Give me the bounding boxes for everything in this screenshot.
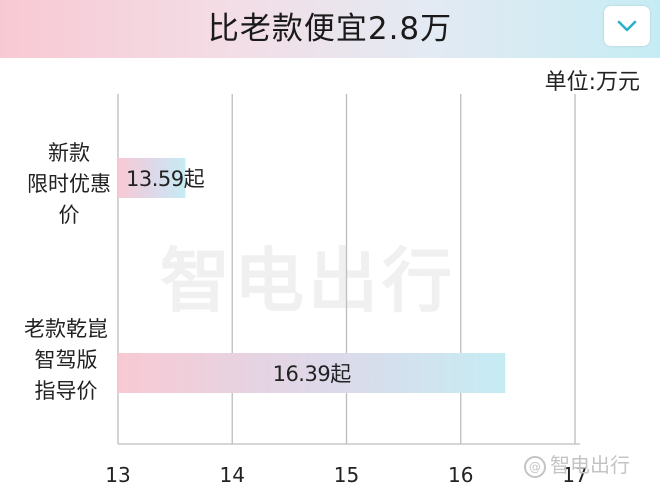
brand-text: 智电出行 bbox=[550, 453, 630, 477]
brand-watermark: @ 智电出行 bbox=[524, 449, 630, 478]
bar-value-label: 16.39起 bbox=[273, 362, 352, 386]
watermark-text: 智电出行 bbox=[160, 240, 456, 322]
category-label-new: 新款 限时优惠价 bbox=[27, 141, 111, 227]
bar bbox=[118, 353, 506, 393]
x-tick-label: 13 bbox=[105, 463, 130, 487]
x-tick-label: 15 bbox=[334, 463, 359, 487]
chevron-down-icon bbox=[617, 20, 637, 32]
x-tick-label: 16 bbox=[448, 463, 473, 487]
brand-logo-icon: @ bbox=[524, 455, 546, 478]
bar-value-label: 13.59起 bbox=[126, 167, 205, 191]
collapse-toggle-button[interactable] bbox=[604, 6, 650, 46]
x-tick-label: 14 bbox=[220, 463, 245, 487]
title-bar bbox=[0, 0, 660, 58]
bar bbox=[118, 158, 186, 198]
x-tick-label: 17 bbox=[562, 463, 587, 487]
unit-label: 单位:万元 bbox=[544, 70, 640, 95]
chart-title: 比老款便宜2.8万 bbox=[207, 11, 453, 47]
category-label-old: 老款乾崑 智驾版 指导价 bbox=[24, 317, 108, 403]
